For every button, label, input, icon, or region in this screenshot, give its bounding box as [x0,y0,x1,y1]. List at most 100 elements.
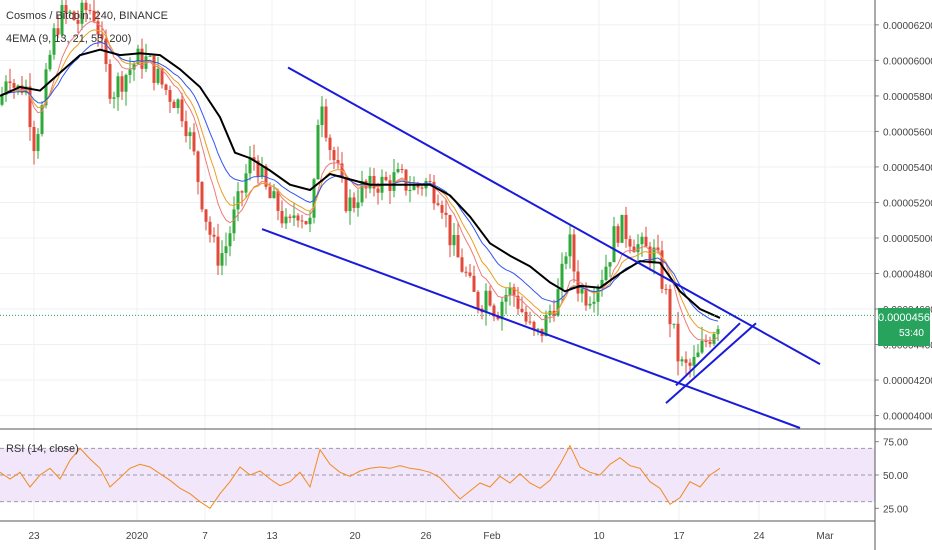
candle-body [72,11,76,21]
candle-body [260,166,264,178]
candle-body [368,176,372,189]
candles [0,0,720,378]
y-tick-label: 0.00005200 [883,198,932,209]
rsi-tick-label: 25.00 [883,504,908,515]
x-tick-label: 26 [420,531,432,542]
indicator-label[interactable]: 4EMA (9, 13, 21, 55, 200) [6,33,132,45]
candle-body [396,169,400,173]
candle-body [44,69,48,106]
candle-body [536,328,540,330]
candle-body [300,220,304,222]
candle-body [444,212,448,215]
rsi-line-path [0,444,721,509]
candle-body [348,197,352,212]
x-tick-label: 24 [753,531,765,542]
candle-body [516,295,520,309]
channel-upper-trendline[interactable] [287,66,821,365]
candle-body [88,10,92,12]
candle-body [632,246,636,253]
candle-body [624,214,628,240]
price-badge: 0.00004564 53:40 [878,308,932,346]
candle-body [40,105,44,135]
candle-body [84,2,88,11]
ema-lines [0,21,875,342]
candle-body [136,48,140,64]
candle-body [228,233,232,247]
candle-body [140,48,144,69]
trendlines[interactable] [261,66,821,429]
candle-body [500,301,504,320]
candle-body [656,247,660,251]
candle-body [100,34,104,39]
candle-body [560,263,564,290]
candle-body [648,246,652,264]
candle-body [4,81,8,95]
candle-body [144,56,148,69]
candle-body [356,202,360,208]
x-tick-label: Feb [483,531,501,542]
candle-body [708,341,712,344]
candle-body [496,316,500,320]
x-tick-label: 20 [349,531,361,542]
candle-body [492,305,496,317]
candle-body [232,209,236,234]
price-badge-value: 0.00004564 [878,312,932,324]
candle-body [0,94,4,105]
candle-body [464,271,468,273]
wedge-upper-trendline[interactable] [675,322,741,387]
candle-body [452,235,456,246]
ema-13-line [1,29,719,334]
candle-body [108,64,112,99]
candle-body [60,5,64,35]
rsi-label[interactable]: RSI (14, close) [6,443,79,455]
candle-body [596,287,600,302]
candle-body [716,329,720,335]
y-tick-label: 0.00004000 [883,412,932,423]
candle-body [152,55,156,83]
rsi-tick-label: 75.00 [883,438,908,449]
candle-body [608,262,612,267]
candle-body [320,106,324,126]
candle-body [180,99,184,122]
candle-body [420,187,424,189]
candle-body [328,137,332,151]
candle-body [680,359,684,362]
ema-21-line [1,41,719,322]
x-tick-label: 13 [266,531,278,542]
grid [0,0,875,520]
candle-body [436,203,440,206]
candle-body [668,289,672,325]
candle-body [612,226,616,263]
candle-body [196,151,200,183]
candle-body [124,74,128,92]
candle-body [572,234,576,272]
candle-body [696,352,700,357]
candle-body [568,234,572,257]
candle-body [428,180,432,182]
y-tick-label: 0.00005400 [883,163,932,174]
candle-body [360,180,364,203]
candle-body [592,301,596,304]
candle-body [400,169,404,171]
candle-body [652,247,656,264]
candle-body [248,157,252,174]
y-tick-label: 0.00006200 [883,21,932,32]
candle-body [488,290,492,306]
wedge-lower-trendline[interactable] [665,322,757,404]
channel-lower-trendline[interactable] [261,228,801,429]
candle-body [132,63,136,70]
candle-body [32,127,36,152]
x-tick-label: 7 [202,531,208,542]
y-tick-label: 0.00005600 [883,127,932,138]
candle-body [276,191,280,211]
candle-body [564,256,568,264]
ema-200-line [0,48,721,319]
candle-body [412,184,416,190]
candle-body [448,214,452,246]
candle-body [216,236,220,266]
candle-body [116,76,120,98]
x-tick-label: 17 [673,531,685,542]
rsi-line [0,444,721,509]
candle-body [664,288,668,290]
